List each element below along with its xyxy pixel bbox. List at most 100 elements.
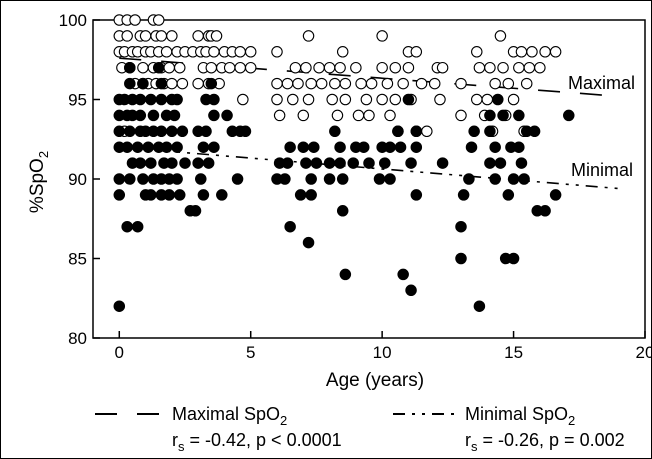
minimal-spo2-point (305, 173, 317, 185)
maximal-spo2-point (173, 61, 186, 74)
minimal-spo2-point (121, 141, 133, 153)
minimal-spo2-point (308, 141, 320, 153)
maximal-spo2-point (494, 30, 507, 42)
minimal-spo2-point (121, 220, 133, 233)
minimal-spo2-point (200, 125, 212, 138)
maximal-spo2-point (210, 30, 223, 42)
minimal-spo2-point (405, 157, 417, 169)
maximal-spo2-point (244, 61, 257, 74)
maximal-spo2-point (520, 77, 533, 90)
minimal-spo2-point (528, 125, 541, 138)
minimal-spo2-point (347, 157, 359, 169)
minimal-spo2-point (339, 268, 352, 281)
maximal-spo2-point (129, 14, 141, 26)
maximal-spo2-point (155, 30, 168, 42)
minimal-spo2-points (113, 61, 575, 312)
maximal-spo2-point (526, 46, 538, 58)
maximal-spo2-point (192, 30, 204, 42)
minimal-spo2-point (336, 173, 349, 185)
minimal-spo2-point (231, 173, 244, 185)
maximal-spo2-point (515, 46, 528, 58)
minimal-spo2-point (297, 141, 310, 153)
maximal-spo2-point (336, 46, 349, 58)
maximal-spo2-point (300, 61, 312, 74)
maximal-spo2-point (389, 93, 402, 106)
maximal-spo2-point (292, 77, 304, 90)
minimal-spo2-point (284, 220, 296, 233)
maximal-spo2-point (326, 93, 338, 106)
minimal-spo2-point (465, 141, 478, 153)
maximal-spo2-point (455, 109, 467, 122)
maximal-spo2-point (481, 93, 494, 106)
minimal-spo2-point (173, 189, 186, 201)
minimal-spo2-point (208, 141, 220, 153)
minimal-spo2-point (171, 141, 183, 153)
minimal-spo2-point (489, 141, 501, 153)
minimal-spo2-point (518, 173, 530, 185)
legend-minimal-name: Minimal SpO (465, 404, 568, 424)
maximal-spo2-point (471, 46, 483, 58)
minimal-spo2-point (402, 93, 415, 106)
maximal-spo2-points (113, 14, 562, 138)
minimal-spo2-point (208, 93, 220, 106)
x-tick-label: 0 (115, 343, 124, 362)
minimal-spo2-point (502, 189, 515, 201)
maximal-spo2-point (352, 109, 365, 122)
maximal-spo2-point (205, 61, 218, 74)
minimal-spo2-point (176, 125, 189, 138)
minimal-spo2-point (507, 173, 520, 185)
maximal-spo2-point (376, 30, 388, 42)
y-tick-label: 80 (68, 329, 87, 348)
legend-maximal-stat-symbol: r (172, 430, 178, 450)
minimal-spo2-point (124, 125, 136, 138)
maximal-spo2-point (502, 77, 515, 90)
minimal-spo2-point (494, 157, 507, 169)
maximal-spo2-point (473, 61, 486, 74)
minimal-trend-line (119, 146, 619, 190)
legend-maximal-label: Maximal SpO2 (172, 404, 287, 428)
trend-lines (119, 57, 619, 190)
maximal-spo2-point (208, 46, 220, 58)
minimal-spo2-point (410, 125, 423, 138)
minimal-spo2-point (168, 109, 181, 122)
maximal-spo2-point (271, 46, 283, 58)
maximal-spo2-point (223, 61, 236, 74)
maximal-spo2-point (471, 93, 483, 106)
maximal-spo2-point (497, 61, 509, 74)
minimal-spo2-point (221, 109, 233, 122)
minimal-spo2-point (134, 109, 147, 122)
maximal-spo2-point (234, 61, 246, 74)
minimal-spo2-point (539, 205, 551, 217)
maximal-spo2-point (237, 93, 249, 106)
minimal-spo2-point (216, 189, 228, 201)
maximal-spo2-point (302, 30, 315, 42)
minimal-spo2-point (145, 93, 157, 106)
minimal-spo2-point (455, 252, 467, 265)
minimal-spo2-point (323, 157, 336, 169)
minimal-spo2-point (189, 205, 202, 217)
legend-minimal-stat-symbol: r (465, 430, 471, 450)
minimal-spo2-point (171, 173, 183, 185)
minimal-spo2-point (113, 300, 126, 312)
minimal-spo2-point (239, 125, 252, 138)
legend-maximal-subscript: 2 (280, 413, 287, 428)
minimal-spo2-point (410, 141, 423, 153)
y-axis-ticks: 80 85 90 95 100 (59, 11, 100, 348)
maximal-spo2-point (513, 61, 525, 74)
maximal-spo2-point (323, 61, 336, 74)
maximal-spo2-point (152, 14, 165, 26)
minimal-spo2-point (384, 173, 396, 185)
legend-minimal-stat-value: = -0.26, p = 0.002 (478, 430, 625, 450)
minimal-spo2-point (484, 157, 496, 169)
minimal-spo2-point (302, 236, 315, 249)
minimal-spo2-point (373, 173, 386, 185)
maximal-spo2-point (389, 61, 402, 74)
legend-entry-maximal: Maximal SpO2 rs = -0.42, p < 0.0001 (95, 404, 342, 454)
minimal-spo2-point (134, 93, 147, 106)
maximal-spo2-point (539, 46, 551, 58)
minimal-spo2-point (334, 141, 346, 153)
minimal-spo2-point (124, 173, 136, 185)
maximal-spo2-point (489, 77, 501, 90)
